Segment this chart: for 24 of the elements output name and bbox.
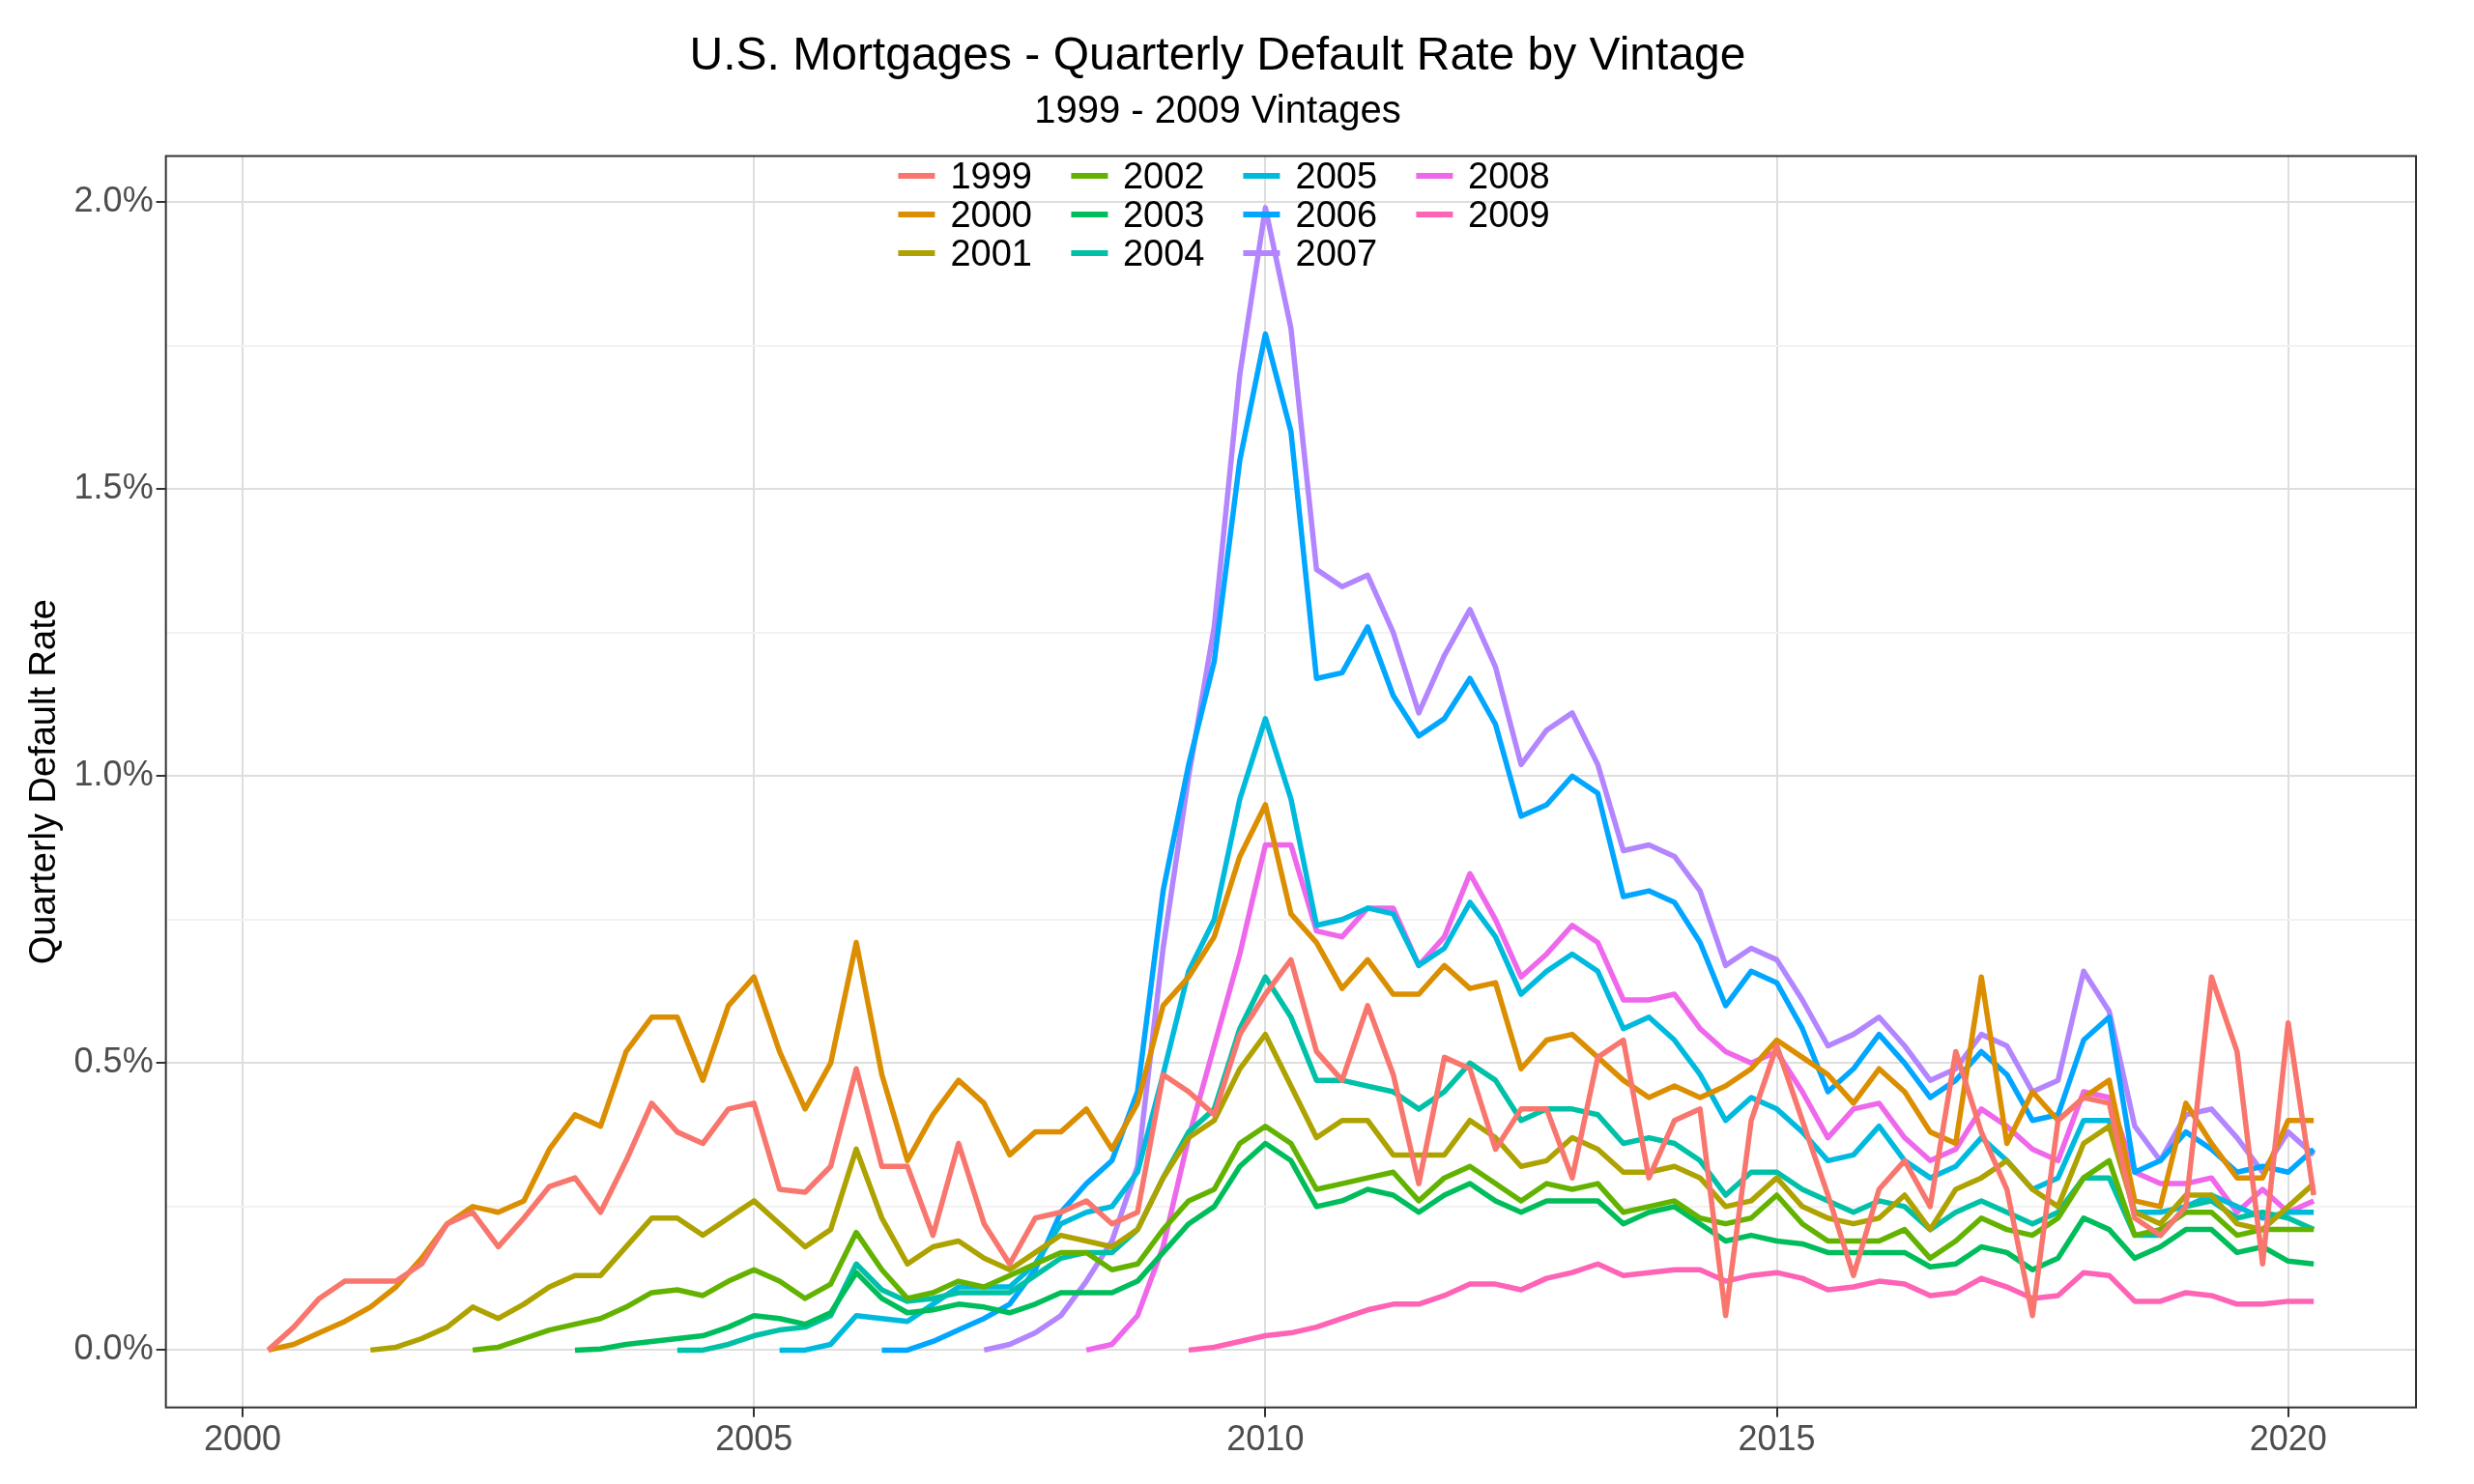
legend-label: 2007: [1295, 233, 1378, 273]
y-tick-label: 0.0%: [73, 1327, 154, 1368]
y-tick-label: 1.5%: [73, 467, 154, 507]
y-tick-label: 0.5%: [73, 1041, 154, 1081]
legend-label: 2000: [950, 194, 1032, 235]
x-tick-label: 2005: [715, 1418, 793, 1459]
chart-subtitle: 1999 - 2009 Vintages: [1034, 87, 1401, 130]
y-axis-title: Quarterly Default Rate: [22, 599, 64, 965]
legend-label: 2001: [950, 233, 1032, 273]
legend-label: 2006: [1295, 194, 1378, 235]
legend-label: 1999: [950, 156, 1032, 196]
x-tick-label: 2020: [2249, 1418, 2327, 1459]
legend-label: 2009: [1468, 194, 1550, 235]
x-tick-label: 2010: [1226, 1418, 1305, 1459]
x-tick-label: 2000: [203, 1418, 282, 1459]
legend-label: 2003: [1122, 194, 1205, 235]
x-tick-label: 2015: [1738, 1418, 1816, 1459]
y-tick-label: 1.0%: [73, 754, 154, 794]
y-tick-label: 2.0%: [73, 180, 154, 220]
legend-label: 2002: [1122, 156, 1205, 196]
chart-title: U.S. Mortgages - Quarterly Default Rate by Vintage: [689, 28, 1746, 80]
legend-label: 2004: [1122, 233, 1205, 273]
legend-label: 2008: [1468, 156, 1550, 196]
legend-label: 2005: [1295, 156, 1378, 196]
